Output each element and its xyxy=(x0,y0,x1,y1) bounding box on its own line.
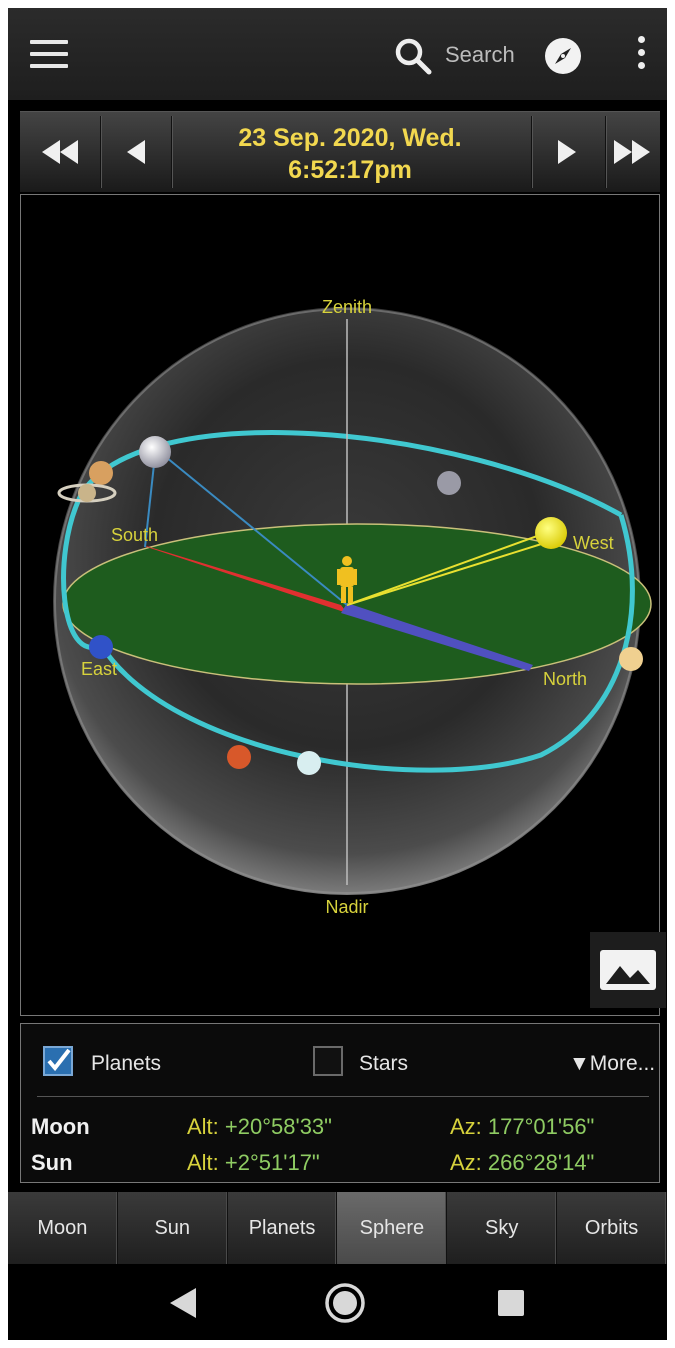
dropdown-triangle-icon: ▼ xyxy=(569,1052,590,1075)
date-label[interactable]: 23 Sep. 2020, Wed. xyxy=(238,124,462,152)
sun-row-name: Sun xyxy=(31,1150,73,1175)
system-navigation-bar xyxy=(8,1264,667,1340)
recent-apps-icon[interactable] xyxy=(498,1290,524,1316)
tab-sky[interactable]: Sky xyxy=(447,1192,558,1264)
ecliptic-back xyxy=(78,430,623,518)
saturn-marker[interactable] xyxy=(57,461,117,503)
north-label: North xyxy=(543,669,587,689)
menu-icon[interactable] xyxy=(30,40,68,70)
uranus-marker[interactable] xyxy=(297,751,321,775)
tab-moon[interactable]: Moon xyxy=(8,1192,118,1264)
moon-row-name: Moon xyxy=(31,1114,90,1139)
sun-azimuth: Az: 266°28'14" xyxy=(450,1150,595,1175)
date-navigation-bar: 23 Sep. 2020, Wed. 6:52:17pm xyxy=(20,111,660,192)
overflow-menu-icon[interactable] xyxy=(634,36,648,78)
step-forward-button[interactable] xyxy=(532,112,604,192)
back-icon[interactable] xyxy=(168,1286,198,1320)
landscape-icon xyxy=(600,950,656,990)
west-label: West xyxy=(573,533,614,553)
mars-marker[interactable] xyxy=(227,745,251,769)
more-dropdown[interactable]: ▼More... xyxy=(569,1052,656,1075)
sun-marker[interactable] xyxy=(535,517,567,549)
fast-forward-button[interactable] xyxy=(606,112,660,192)
moon-marker[interactable] xyxy=(139,436,171,468)
east-label: East xyxy=(81,659,117,679)
bottom-tab-bar: Moon Sun Planets Sphere Sky Orbits xyxy=(8,1192,667,1264)
nadir-label: Nadir xyxy=(325,897,368,917)
south-direction-line xyxy=(143,545,347,613)
tab-sphere[interactable]: Sphere xyxy=(337,1192,448,1264)
fast-forward-icon xyxy=(614,140,650,164)
stars-checkbox-label[interactable]: Stars xyxy=(359,1052,409,1075)
zenith-label: Zenith xyxy=(322,297,372,317)
tab-sun[interactable]: Sun xyxy=(118,1192,228,1264)
time-label[interactable]: 6:52:17pm xyxy=(288,156,412,184)
moon-azimuth: Az: 177°01'56" xyxy=(450,1114,595,1139)
planets-checkbox[interactable] xyxy=(43,1046,73,1076)
south-label: South xyxy=(111,525,158,545)
checkmark-icon xyxy=(47,1048,71,1072)
planets-checkbox-label[interactable]: Planets xyxy=(91,1052,162,1075)
step-back-button[interactable] xyxy=(101,112,171,192)
tab-planets[interactable]: Planets xyxy=(228,1192,338,1264)
stars-checkbox[interactable] xyxy=(313,1046,343,1076)
app-screen: Search 23 Sep. 2020, Wed. 6:52:17pm xyxy=(8,8,667,1340)
neptune-marker[interactable] xyxy=(89,635,113,659)
search-icon[interactable] xyxy=(393,36,433,76)
north-direction-line xyxy=(341,603,533,671)
app-bar: Search xyxy=(8,8,667,100)
tab-orbits[interactable]: Orbits xyxy=(557,1192,667,1264)
sun-altitude: Alt: +2°51'17" xyxy=(187,1150,320,1175)
compass-icon[interactable] xyxy=(543,36,583,76)
fast-rewind-icon xyxy=(42,140,78,164)
sphere-canvas[interactable]: Zenith Nadir South West East North xyxy=(21,195,659,1015)
moon-altitude: Alt: +20°58'33" xyxy=(187,1114,332,1139)
celestial-sphere-view[interactable]: Zenith Nadir South West East North xyxy=(20,194,660,1016)
observer-figure xyxy=(337,556,357,603)
info-panel: Planets Stars ▼More... Moon Alt: +20°58'… xyxy=(20,1023,660,1183)
step-forward-icon xyxy=(558,140,576,164)
home-icon[interactable] xyxy=(324,1282,366,1324)
step-back-icon xyxy=(127,140,145,164)
venus-marker[interactable] xyxy=(619,647,643,671)
search-label[interactable]: Search xyxy=(445,42,515,67)
fast-rewind-button[interactable] xyxy=(20,112,100,192)
landscape-toggle-button[interactable] xyxy=(590,932,666,1008)
planet-marker-grey[interactable] xyxy=(437,471,461,495)
